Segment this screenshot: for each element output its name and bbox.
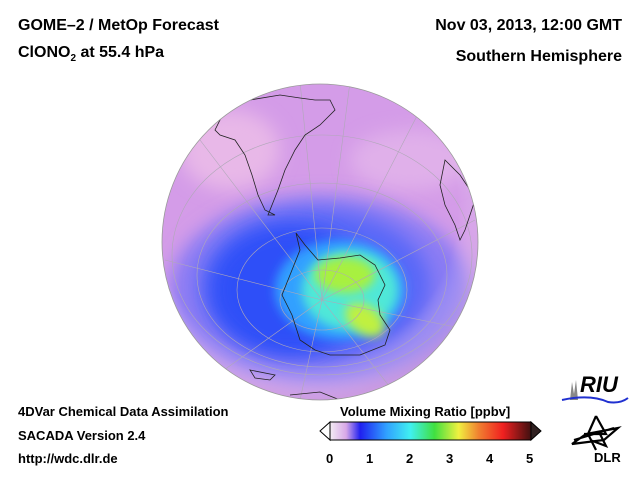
tick-1: 1: [366, 451, 374, 466]
tick-4: 4: [486, 451, 494, 466]
region-label: Southern Hemisphere: [455, 48, 622, 65]
title-line1: GOME–2 / MetOp Forecast: [18, 17, 219, 34]
colorbar: [319, 420, 542, 442]
species-subscript: 2: [70, 53, 77, 65]
colorbar-max-arrow: [530, 420, 542, 442]
tick-5: 5: [526, 451, 534, 466]
colorbar-title: Volume Mixing Ratio [ppbv]: [340, 404, 511, 419]
species-level: at 55.4 hPa: [76, 44, 165, 61]
footer-line1: 4DVar Chemical Data Assimilation: [18, 404, 229, 419]
graticule: [164, 84, 476, 400]
dlr-logo-text: DLR: [594, 450, 621, 465]
map-field: [162, 84, 478, 400]
tick-0: 0: [326, 451, 334, 466]
riu-logo-text: RIU: [580, 372, 618, 397]
footer-url[interactable]: http://wdc.dlr.de: [18, 451, 118, 466]
species-name: ClONO: [18, 44, 71, 61]
coastlines: [214, 94, 476, 400]
colorbar-gradient: [329, 421, 532, 441]
tick-3: 3: [446, 451, 454, 466]
dlr-logo: DLR: [564, 414, 624, 466]
colorbar-min-arrow: [319, 420, 331, 442]
riu-logo: RIU: [560, 372, 630, 404]
forecast-datetime: Nov 03, 2013, 12:00 GMT: [435, 17, 622, 34]
colorbar-ticks: 0 1 2 3 4 5: [326, 451, 534, 467]
species-title: ClONO2 at 55.4 hPa: [18, 44, 164, 64]
tick-2: 2: [406, 451, 414, 466]
footer-line2: SACADA Version 2.4: [18, 428, 146, 443]
